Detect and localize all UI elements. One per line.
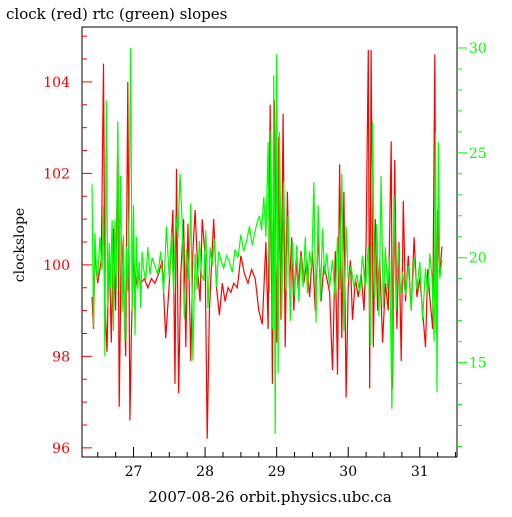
y-axis-label: clockslope xyxy=(12,208,28,282)
left-tick-label: 98 xyxy=(52,349,70,365)
x-tick-label: 30 xyxy=(339,464,357,480)
x-tick-label: 27 xyxy=(125,464,143,480)
right-tick-label: 30 xyxy=(469,41,487,57)
left-tick-label: 102 xyxy=(43,166,70,182)
right-tick-label: 25 xyxy=(469,146,487,162)
x-tick-label: 29 xyxy=(268,464,286,480)
left-tick-label: 104 xyxy=(43,75,70,91)
right-tick-label: 15 xyxy=(469,356,487,372)
right-tick-label: 20 xyxy=(469,251,487,267)
x-tick-label: 28 xyxy=(196,464,214,480)
left-tick-label: 100 xyxy=(43,258,70,274)
axes-group: 96 98 100 102 104 15 20 25 30 27 28 29 30 31 xyxy=(43,26,487,480)
chart-caption: 2007-08-26 orbit.physics.ubc.ca xyxy=(148,488,392,506)
chart-title: clock (red) rtc (green) slopes xyxy=(6,5,227,23)
plot-area xyxy=(91,47,443,439)
rtc-series-line xyxy=(91,47,443,434)
left-tick-label: 96 xyxy=(52,441,70,457)
x-tick-label: 31 xyxy=(411,464,429,480)
